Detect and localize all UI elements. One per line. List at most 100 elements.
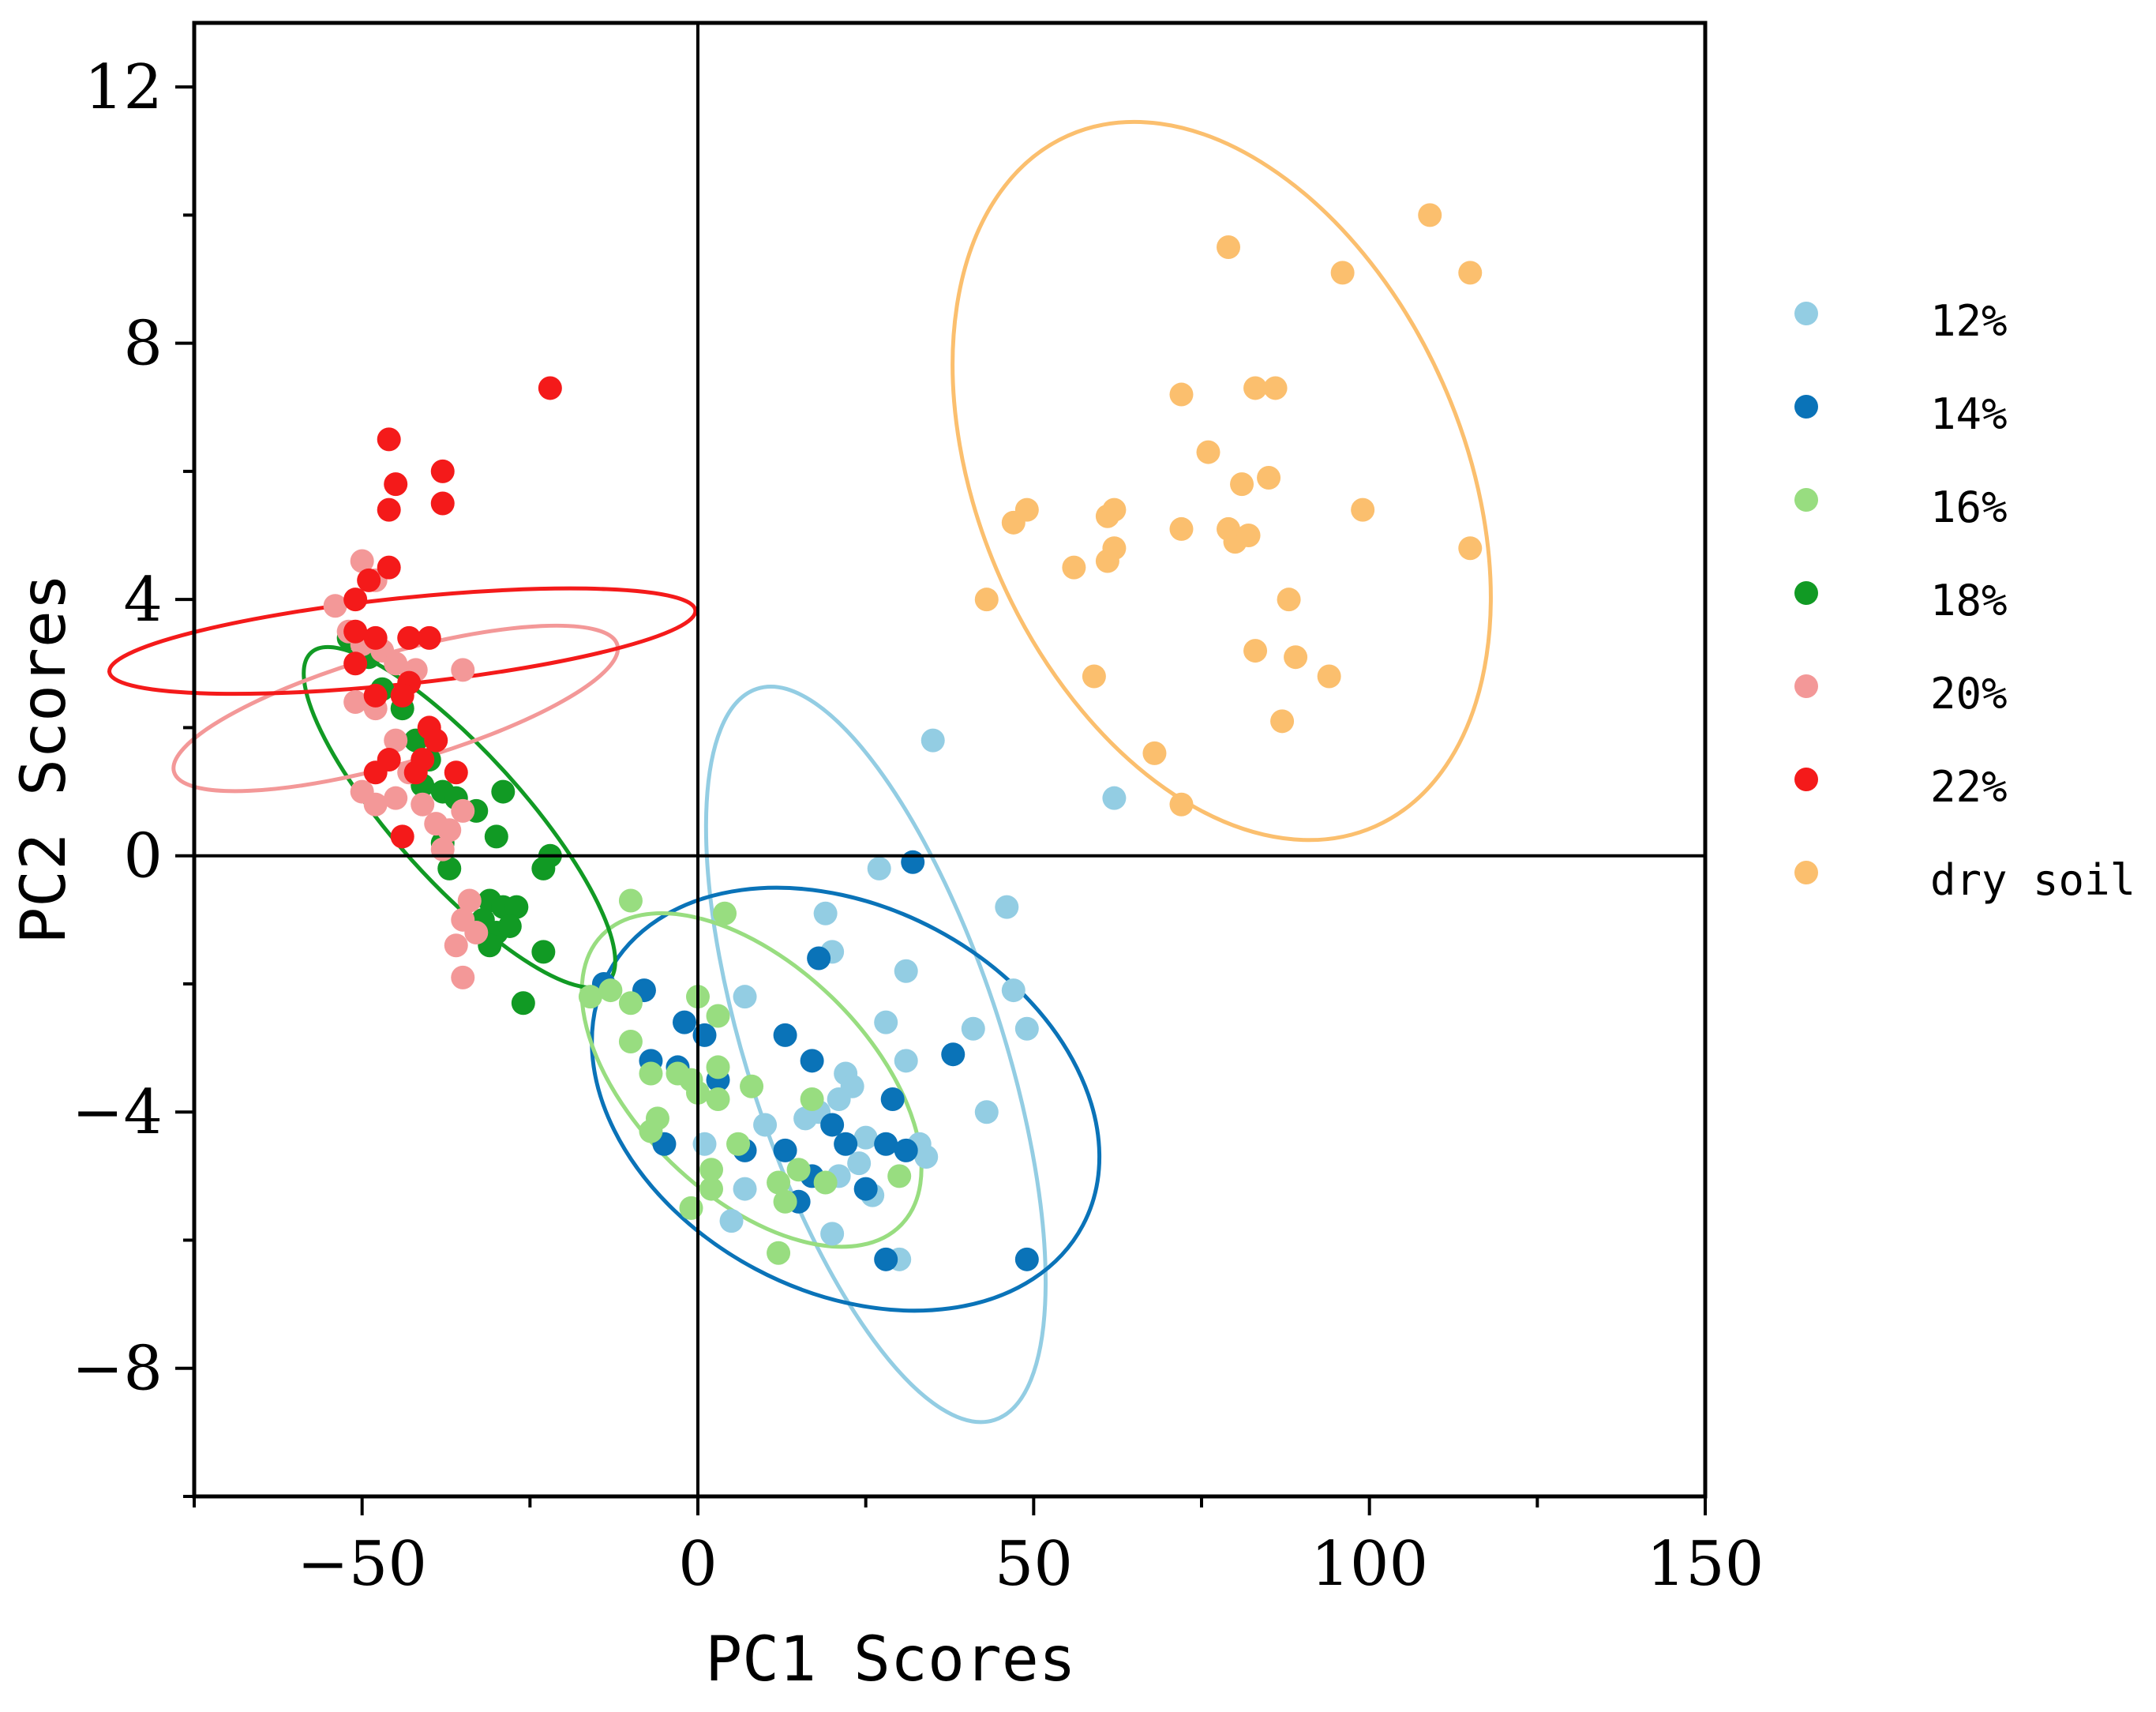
data-point-20pct [444, 933, 468, 958]
data-point-16pct [706, 1055, 730, 1079]
data-point-dry-soil [1458, 536, 1483, 561]
data-point-dry-soil [1169, 516, 1194, 541]
data-point-16pct [767, 1170, 791, 1195]
data-point-22pct [357, 568, 381, 592]
data-point-16pct [800, 1087, 824, 1111]
data-point-20pct [350, 549, 374, 573]
data-point-dry-soil [1458, 261, 1483, 285]
data-point-14pct [834, 1132, 858, 1156]
data-point-12pct [847, 1151, 872, 1176]
data-point-22pct [377, 555, 401, 580]
data-point-12pct [961, 1016, 985, 1041]
data-point-22pct [424, 728, 448, 753]
data-point-dry-soil [1169, 382, 1194, 407]
data-point-12pct [733, 985, 757, 1009]
data-point-16pct [706, 1004, 730, 1028]
data-point-14pct [807, 946, 831, 971]
data-point-dry-soil [1257, 466, 1281, 490]
data-point-12pct [827, 1087, 851, 1111]
data-point-dry-soil [974, 588, 999, 612]
data-point-20pct [384, 728, 408, 753]
confidence-ellipse-dry-soil [951, 119, 1493, 843]
data-point-14pct [773, 1023, 797, 1047]
data-point-22pct [417, 625, 441, 650]
legend-marker-20pct [1794, 674, 1818, 698]
data-point-16pct [618, 888, 643, 913]
data-point-16pct [618, 991, 643, 1016]
data-point-18pct [491, 779, 516, 804]
legend-marker-14pct [1794, 395, 1818, 419]
legend-marker-12pct [1794, 302, 1818, 325]
data-point-16pct [740, 1074, 764, 1098]
data-point-dry-soil [1230, 472, 1254, 497]
data-point-dry-soil [1330, 261, 1355, 285]
y-tick-label: −4 [72, 1077, 163, 1148]
data-point-16pct [639, 1061, 663, 1086]
points-layer [323, 203, 1483, 1271]
data-point-12pct [1001, 978, 1026, 1003]
data-point-dry-soil [1062, 555, 1086, 580]
data-point-20pct [464, 921, 489, 945]
data-point-22pct [384, 472, 408, 497]
data-point-18pct [484, 824, 508, 849]
data-point-16pct [713, 901, 737, 925]
data-point-22pct [363, 760, 388, 785]
y-tick-label: 12 [84, 52, 163, 123]
legend-label-12pct: 12% [1930, 296, 2008, 346]
legend-label-20pct: 20% [1930, 669, 2008, 719]
data-point-16pct [618, 1029, 643, 1053]
y-axis-ticks: 12 8 4 0 −4 −8 [72, 52, 194, 1498]
data-point-12pct [820, 1222, 845, 1246]
data-point-12pct [1102, 786, 1127, 810]
data-point-12pct [733, 1177, 757, 1201]
data-point-16pct [598, 978, 623, 1003]
data-point-dry-soil [1243, 639, 1268, 663]
data-point-dry-soil [1102, 497, 1127, 522]
data-point-22pct [430, 491, 455, 516]
data-point-dry-soil [1217, 235, 1241, 259]
data-point-22pct [377, 497, 401, 522]
data-point-16pct [699, 1158, 724, 1182]
data-point-12pct [921, 728, 945, 753]
x-axis-title: PC1 Scores [705, 1624, 1076, 1695]
data-point-16pct [767, 1241, 791, 1265]
data-point-16pct [786, 1158, 811, 1182]
data-point-14pct [941, 1042, 966, 1067]
data-point-14pct [1014, 1247, 1039, 1271]
data-point-12pct [894, 959, 918, 983]
data-point-12pct [853, 1125, 878, 1150]
y-tick-label: 8 [123, 309, 163, 380]
plot-frame [192, 21, 1708, 1499]
data-point-dry-soil [1418, 203, 1442, 227]
data-point-12pct [813, 901, 838, 925]
data-point-12pct [867, 856, 891, 880]
data-point-22pct [390, 824, 414, 849]
data-point-18pct [511, 991, 535, 1016]
data-point-18pct [497, 914, 522, 938]
x-tick-label: −50 [297, 1529, 427, 1600]
data-point-dry-soil [1082, 664, 1106, 689]
y-axis-title: PC2 Scores [9, 573, 80, 944]
data-point-14pct [773, 1138, 797, 1162]
data-point-18pct [504, 895, 529, 919]
legend-label-16pct: 16% [1930, 482, 2008, 532]
x-tick-label: 150 [1647, 1529, 1764, 1600]
data-point-20pct [384, 786, 408, 810]
data-point-dry-soil [1277, 588, 1301, 612]
data-point-12pct [995, 895, 1019, 919]
data-point-dry-soil [1351, 497, 1375, 522]
data-point-dry-soil [1095, 549, 1119, 573]
confidence-ellipse-12pct [703, 685, 1048, 1425]
data-point-22pct [390, 683, 414, 708]
data-point-20pct [411, 792, 435, 817]
data-point-dry-soil [1263, 376, 1288, 400]
legend-label-22pct: 22% [1930, 762, 2008, 812]
ellipses-layer [107, 119, 1493, 1425]
data-point-20pct [451, 658, 475, 682]
data-point-22pct [363, 683, 388, 708]
x-tick-label: 100 [1310, 1529, 1428, 1600]
data-point-12pct [914, 1145, 939, 1169]
data-point-20pct [451, 965, 475, 989]
data-point-16pct [726, 1132, 751, 1156]
data-point-14pct [853, 1177, 878, 1201]
